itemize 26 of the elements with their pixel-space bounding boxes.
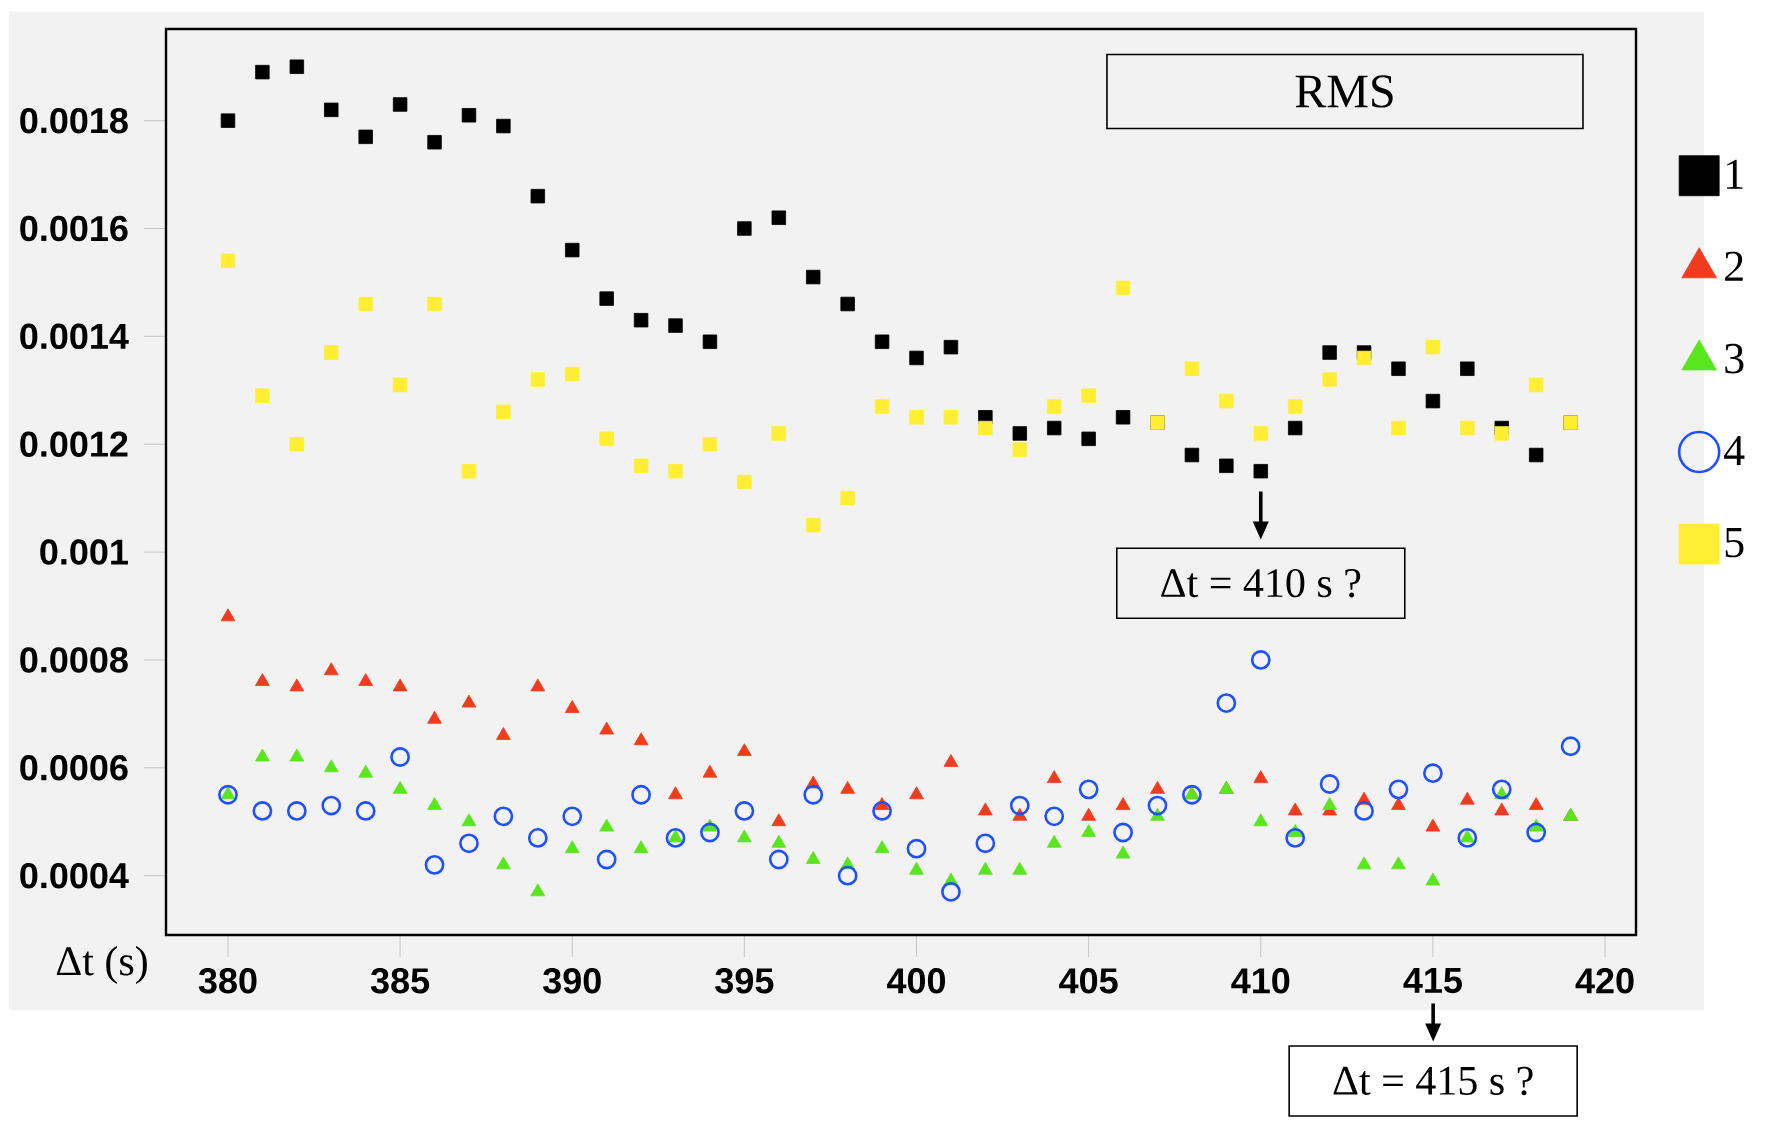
legend-label: 3 — [1725, 343, 1744, 374]
x-tick-label: 380 — [198, 968, 257, 994]
y-tick-label: 0.001 — [40, 539, 128, 565]
y-tick-label: 0.0004 — [20, 862, 129, 889]
x-tick-label: 420 — [1575, 968, 1634, 994]
x-tick-label: 390 — [543, 968, 601, 994]
x-tick-label: 385 — [370, 968, 430, 994]
x-tick-label: 410 — [1231, 968, 1290, 994]
x-axis-title: Δt (s) — [56, 945, 147, 985]
y-tick-label: 0.0016 — [20, 215, 128, 242]
y-tick-label: 0.0012 — [20, 431, 128, 457]
annotation: Δt = 410 s ? — [1161, 568, 1361, 598]
legend-label: 2 — [1725, 251, 1743, 281]
x-tick-label: 405 — [1059, 968, 1118, 994]
y-tick-label: 0.0008 — [20, 647, 128, 673]
legend-label: 1 — [1727, 159, 1743, 189]
x-tick-label: 395 — [715, 968, 774, 994]
legend-label: 5 — [1725, 528, 1744, 558]
y-tick-label: 0.0006 — [20, 755, 128, 781]
legend-label: 4 — [1724, 436, 1745, 465]
y-tick-label: 0.0014 — [20, 323, 129, 350]
x-tick-label: 400 — [887, 968, 946, 994]
y-tick-label: 0.0018 — [20, 107, 128, 134]
x-tick-label: 415 — [1403, 968, 1462, 994]
text: Δt = 415 s ? — [1333, 1066, 1533, 1096]
text: RMS — [1295, 75, 1393, 108]
